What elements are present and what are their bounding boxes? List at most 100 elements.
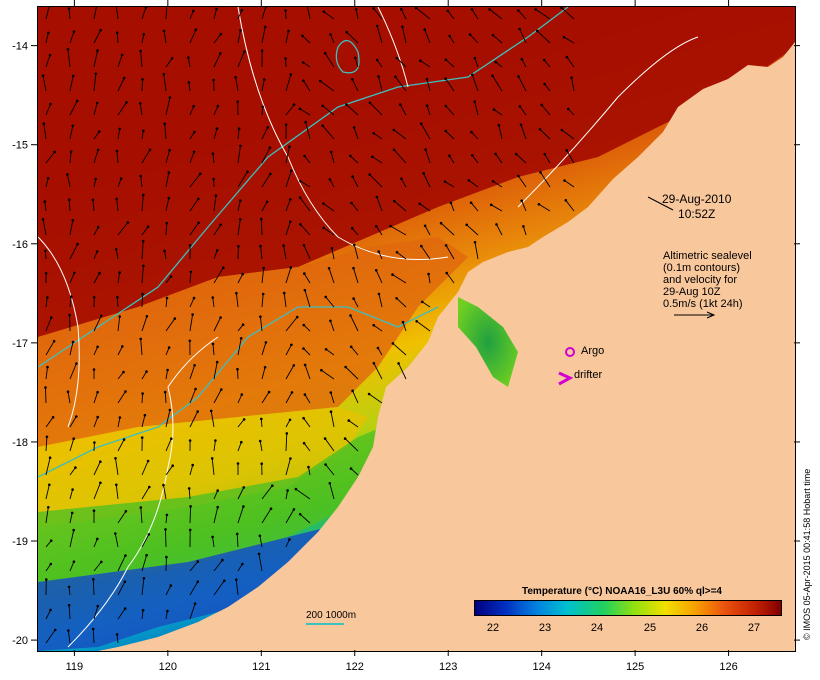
velocity-vector-head (66, 390, 70, 394)
velocity-vector-head (299, 180, 302, 183)
velocity-vector-head (235, 291, 238, 295)
velocity-vector-head (188, 439, 192, 442)
velocity-vector (561, 7, 575, 20)
velocity-vector (260, 219, 263, 236)
velocity-vector-head (517, 9, 520, 12)
velocity-vector-head (445, 271, 449, 275)
velocity-vector (422, 301, 431, 308)
velocity-vector (261, 26, 266, 44)
velocity-vector (213, 440, 216, 452)
velocity-vector (117, 102, 127, 116)
colorbar-tick: 24 (590, 622, 604, 634)
velocity-vector-head (216, 505, 219, 509)
velocity-vector-head (239, 199, 242, 202)
velocity-vector-head (72, 528, 75, 532)
velocity-vector-head (234, 578, 238, 581)
velocity-vector-head (92, 578, 95, 581)
velocity-vector (299, 108, 311, 116)
velocity-vector (189, 388, 197, 404)
velocity-vector-head (398, 103, 402, 106)
velocity-vector (93, 315, 102, 332)
velocity-vector-head (239, 29, 242, 32)
velocity-vector-head (71, 74, 75, 78)
velocity-vector (449, 155, 455, 164)
velocity-vector-head (444, 129, 448, 133)
velocity-vector-head (170, 437, 173, 441)
velocity-vector (519, 106, 527, 116)
velocity-vector-head (188, 244, 192, 247)
velocity-vector (396, 57, 407, 68)
velocity-vector-head (298, 513, 302, 516)
velocity-vector-head (76, 242, 79, 246)
velocity-vector (165, 297, 168, 308)
velocity-vector (115, 484, 119, 500)
velocity-vector-head (395, 56, 399, 60)
velocity-vector-head (189, 505, 192, 508)
velocity-vector-head (489, 203, 493, 207)
velocity-vector-head (192, 296, 196, 300)
velocity-vector (348, 420, 359, 428)
velocity-vector-head (321, 104, 325, 108)
velocity-vector (45, 103, 51, 116)
velocity-vector-head (303, 393, 307, 396)
velocity-vector-head (72, 30, 76, 33)
velocity-vector-head (372, 323, 376, 327)
velocity-vector (141, 130, 144, 140)
velocity-vector (285, 539, 290, 548)
velocity-vector-head (71, 488, 74, 491)
velocity-vector-head (96, 537, 99, 541)
velocity-vector-head (324, 348, 328, 351)
velocity-vector-head (141, 292, 144, 296)
velocity-vector (189, 506, 192, 524)
velocity-vector-head (444, 244, 448, 247)
velocity-vector-head (518, 27, 521, 31)
velocity-vector-head (295, 315, 299, 319)
velocity-vector (189, 151, 195, 164)
velocity-vector (352, 176, 359, 188)
velocity-vector (307, 7, 311, 20)
velocity-vector-head (91, 627, 95, 631)
velocity-vector (393, 129, 407, 140)
velocity-vector-head (211, 296, 214, 299)
velocity-vector (285, 199, 291, 212)
velocity-vector-head (145, 370, 148, 373)
velocity-vector-head (167, 196, 171, 200)
velocity-vector (399, 104, 407, 116)
velocity-vector (69, 220, 74, 236)
velocity-vector (520, 124, 527, 140)
velocity-vector (304, 394, 311, 404)
velocity-vector-head (141, 78, 144, 81)
velocity-vector-head (118, 315, 121, 318)
velocity-vector (45, 629, 56, 644)
velocity-vector (163, 74, 167, 92)
velocity-vector-head (165, 513, 169, 517)
velocity-vector (237, 219, 241, 236)
velocity-vector (67, 391, 71, 404)
velocity-vector-head (298, 107, 302, 111)
velocity-vector (93, 226, 99, 236)
velocity-vector-head (192, 9, 195, 13)
velocity-vector (92, 579, 95, 596)
velocity-vector (189, 411, 199, 428)
velocity-vector-head (329, 391, 333, 394)
velocity-vector (396, 297, 407, 308)
velocity-vector-head (221, 558, 224, 562)
velocity-vector-head (288, 538, 291, 541)
velocity-vector-head (241, 272, 244, 276)
velocity-vector-head (120, 53, 124, 57)
depth-scale-label: 200 1000m (306, 610, 357, 621)
velocity-vector-head (258, 534, 262, 538)
velocity-vector-head (377, 75, 380, 78)
drifter-label: drifter (574, 369, 603, 381)
velocity-vector-head (349, 154, 352, 158)
velocity-vector-head (237, 245, 240, 248)
velocity-vector-head (141, 239, 145, 243)
velocity-vector (187, 57, 191, 68)
velocity-vector (350, 315, 359, 332)
y-tick-label: -17 (12, 338, 28, 350)
velocity-vector-head (126, 221, 130, 224)
velocity-vector (163, 30, 167, 44)
velocity-vector (322, 125, 335, 140)
contour-200m (38, 7, 569, 368)
velocity-vector-head (290, 169, 293, 172)
